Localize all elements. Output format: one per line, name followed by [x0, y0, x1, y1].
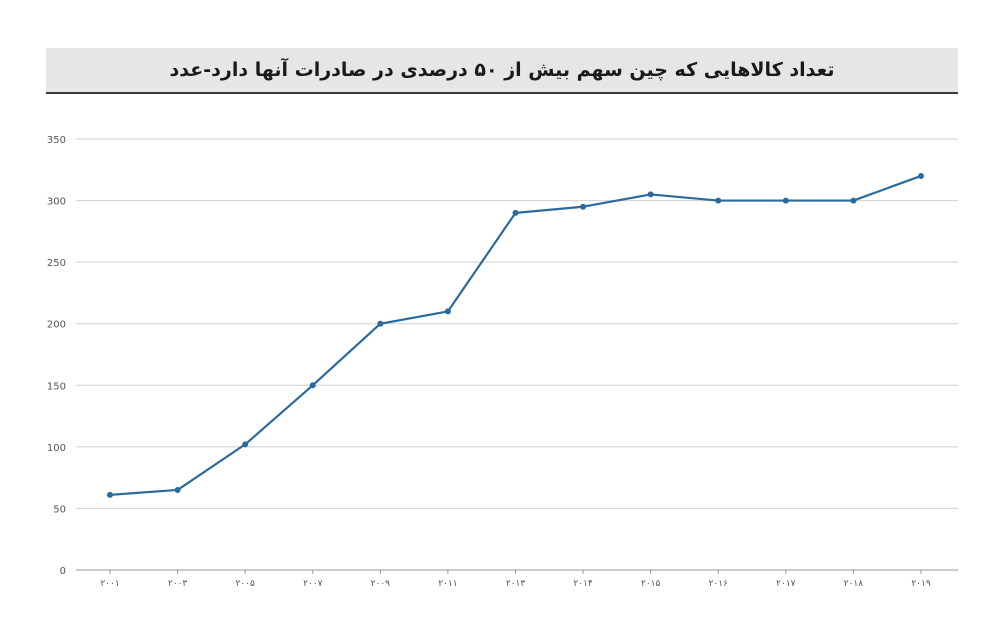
x-tick-label: ۲۰۱۵: [641, 579, 661, 589]
y-tick-label: 250: [47, 258, 66, 269]
y-tick-label: 200: [47, 320, 66, 331]
x-tick-label: ۲۰۰۱: [100, 579, 119, 589]
y-tick-label: 0: [60, 566, 66, 577]
x-tick-label: ۲۰۱۳: [506, 579, 526, 589]
data-point: [715, 197, 722, 204]
data-point: [512, 209, 519, 216]
y-tick-label: 100: [47, 443, 66, 454]
y-tick-label: 150: [47, 381, 66, 392]
x-tick-label: ۲۰۱۱: [438, 579, 457, 589]
x-tick-label: ۲۰۰۵: [235, 579, 255, 589]
x-tick-label: ۲۰۱۷: [776, 579, 796, 589]
y-tick-label: 50: [53, 504, 66, 515]
y-tick-label: 300: [47, 197, 66, 208]
data-point: [444, 308, 451, 315]
data-point: [242, 441, 249, 448]
data-point: [782, 197, 789, 204]
x-tick-label: ۲۰۱۸: [844, 579, 864, 589]
data-point: [309, 382, 316, 389]
data-point: [647, 191, 654, 198]
data-point: [580, 203, 587, 210]
x-tick-label: ۲۰۰۳: [168, 579, 188, 589]
data-point: [377, 320, 384, 327]
x-tick-label: ۲۰۰۹: [371, 579, 391, 589]
x-tick-label: ۲۰۱۴: [573, 579, 593, 589]
data-point: [850, 197, 857, 204]
x-tick-label: ۲۰۱۹: [911, 579, 931, 589]
x-tick-label: ۲۰۰۷: [303, 579, 323, 589]
x-tick-label: ۲۰۱۶: [709, 579, 729, 589]
y-tick-label: 350: [47, 135, 66, 146]
data-point: [107, 491, 113, 498]
chart-title: تعداد کالاهایی که چین سهم بیش از ۵۰ درصد…: [169, 59, 835, 81]
data-point: [174, 486, 181, 493]
chart-title-bar: تعداد کالاهایی که چین سهم بیش از ۵۰ درصد…: [46, 48, 958, 94]
data-point: [918, 172, 924, 179]
